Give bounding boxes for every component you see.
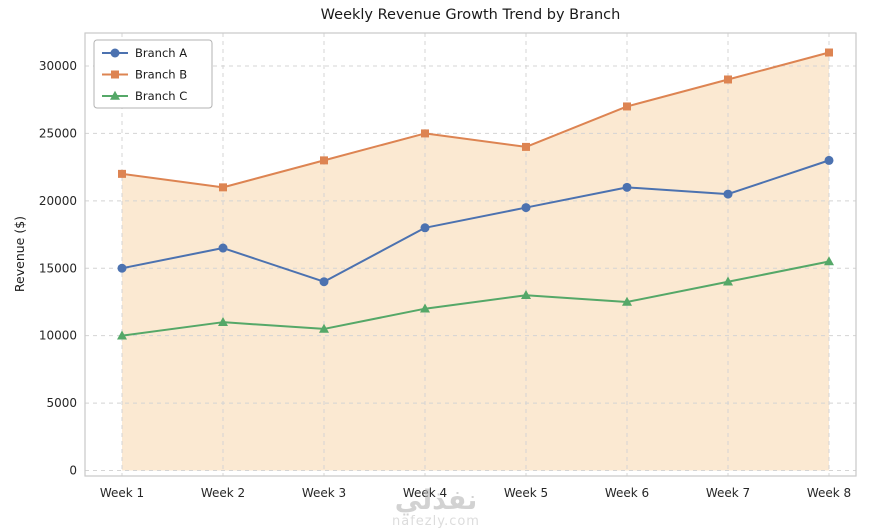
svg-text:5000: 5000 bbox=[46, 396, 77, 410]
svg-text:Week 7: Week 7 bbox=[706, 486, 750, 500]
series-branch-c bbox=[117, 256, 834, 340]
legend: Branch A Branch B Branch C bbox=[93, 39, 213, 109]
area-fill-branch-b bbox=[122, 52, 829, 471]
x-tick-labels: Week 1 Week 2 Week 3 Week 4 Week 5 Week 6 Week… bbox=[100, 486, 851, 500]
plot-border bbox=[84, 32, 857, 477]
series-branch-b bbox=[118, 48, 833, 192]
legend-item-branch-b: Branch B bbox=[102, 68, 187, 82]
legend-item-branch-a: Branch A bbox=[102, 46, 187, 60]
y-axis-label: Revenue ($) bbox=[12, 215, 27, 293]
series-branch-a bbox=[117, 155, 834, 287]
svg-text:Week 5: Week 5 bbox=[504, 486, 548, 500]
svg-text:Week 2: Week 2 bbox=[201, 486, 245, 500]
legend-box bbox=[93, 39, 213, 109]
svg-text:Week 8: Week 8 bbox=[807, 486, 851, 500]
svg-text:30000: 30000 bbox=[39, 59, 77, 73]
svg-text:Week 6: Week 6 bbox=[605, 486, 649, 500]
legend-item-branch-c: Branch C bbox=[102, 89, 187, 103]
svg-text:20000: 20000 bbox=[39, 194, 77, 208]
svg-text:10000: 10000 bbox=[39, 329, 77, 343]
svg-text:Week 4: Week 4 bbox=[403, 486, 447, 500]
legend-label: Branch C bbox=[135, 89, 187, 103]
svg-text:15000: 15000 bbox=[39, 261, 77, 275]
legend-label: Branch A bbox=[135, 46, 187, 60]
y-tick-labels: 0 5000 10000 15000 20000 25000 30000 bbox=[39, 59, 77, 478]
svg-text:Week 1: Week 1 bbox=[100, 486, 144, 500]
svg-text:0: 0 bbox=[69, 464, 77, 478]
gridlines bbox=[85, 33, 856, 476]
legend-label: Branch B bbox=[135, 68, 187, 82]
svg-text:25000: 25000 bbox=[39, 126, 77, 140]
chart-title: Weekly Revenue Growth Trend by Branch bbox=[320, 7, 621, 23]
svg-text:Week 3: Week 3 bbox=[302, 486, 346, 500]
